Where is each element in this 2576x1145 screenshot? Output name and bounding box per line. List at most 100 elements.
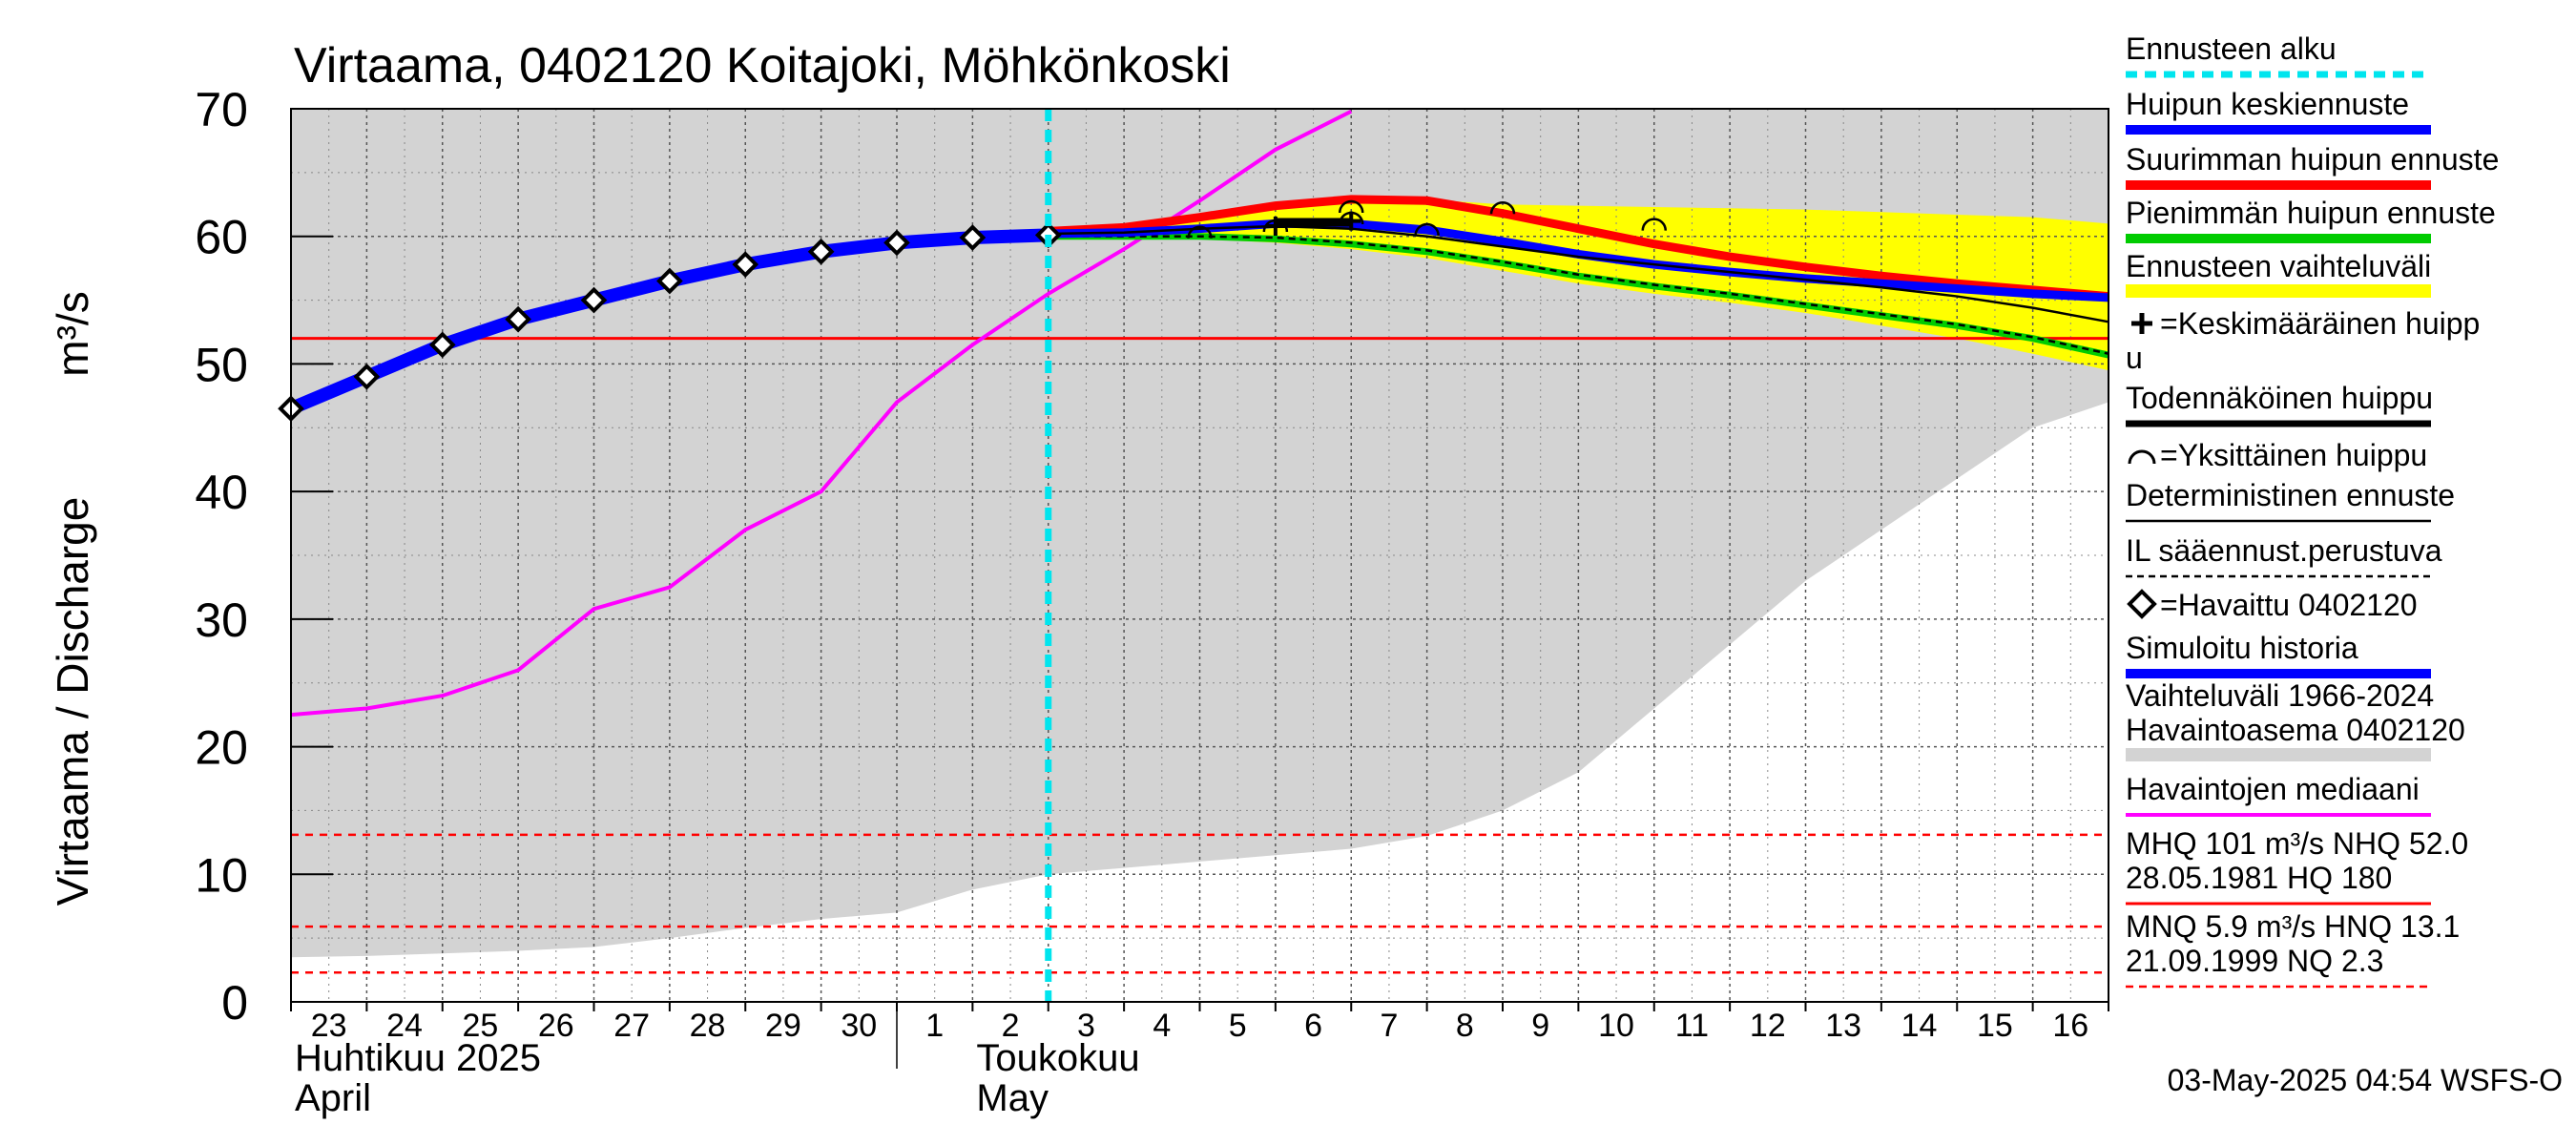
legend-label: =Yksittäinen huippu (2160, 438, 2427, 472)
x-tick-label: 24 (386, 1008, 423, 1044)
mean-peak-marker (1265, 217, 1285, 237)
observed-point (807, 238, 835, 265)
legend-swatch (2126, 748, 2431, 761)
single-peak-marker (1414, 222, 1440, 237)
legend-item-min_peak: Pienimmän huipun ennuste (2126, 196, 2496, 243)
x-tick-label: 6 (1304, 1008, 1322, 1044)
legend-label: Suurimman huipun ennuste (2126, 142, 2499, 177)
timestamp-footer: 03-May-2025 04:54 WSFS-O (2168, 1063, 2563, 1097)
legend-swatch (2126, 284, 2431, 298)
x-tick-label: 1 (925, 1008, 944, 1044)
legend-swatch (2128, 449, 2156, 465)
legend: Ennusteen alku Huipun keskiennuste Suurimm… (2126, 31, 2499, 989)
legend-label: Vaihteluväli 1966-2024 (2126, 678, 2434, 713)
legend-item-max_peak: Suurimman huipun ennuste (2126, 142, 2499, 190)
x-tick-label: 11 (1675, 1008, 1709, 1044)
legend-item-stats_high: MHQ 101 m³/s NHQ 52.028.05.1981 HQ 180 (2126, 826, 2468, 906)
y-tick-label: 30 (195, 593, 248, 647)
legend-item-stats_low: MNQ 5.9 m³/s HNQ 13.121.09.1999 NQ 2.3 (2126, 909, 2460, 989)
single-peak-marker (1187, 225, 1213, 239)
single-peak-marker (1489, 201, 1516, 215)
x-tick-label: 12 (1750, 1008, 1786, 1044)
month-label-english: April (295, 1077, 371, 1119)
legend-label: =Havaittu 0402120 (2160, 588, 2418, 622)
x-tick-label: 2 (1002, 1008, 1020, 1044)
legend-label-line2: 21.09.1999 NQ 2.3 (2126, 944, 2383, 978)
legend-label: Todennäköinen huippu (2126, 381, 2433, 415)
legend-item-probable_peak: Todennäköinen huippu (2126, 381, 2433, 427)
observed-point (959, 224, 987, 251)
observed-point (505, 305, 531, 333)
plot-area (278, 108, 2109, 1003)
legend-item-median: Havaintojen mediaani (2126, 772, 2431, 817)
legend-label: =Keskimääräinen huipp (2160, 306, 2480, 341)
legend-label-line2: u (2126, 341, 2143, 375)
observed-point (353, 363, 381, 390)
x-tick-label: 13 (1825, 1008, 1861, 1044)
series-max-peak-line (1048, 195, 2109, 302)
x-tick-label: 30 (841, 1008, 877, 1044)
x-tick-label: 4 (1153, 1008, 1171, 1044)
y-tick-label: 60 (195, 211, 248, 264)
legend-label: MNQ 5.9 m³/s HNQ 13.1 (2126, 909, 2460, 944)
observed-point (656, 267, 683, 295)
y-tick-label: 70 (195, 83, 248, 136)
series-deterministic-line (1048, 224, 2109, 323)
legend-item-history_band: Vaihteluväli 1966-2024 Havaintoasema 040… (2126, 678, 2465, 761)
y-tick-label: 40 (195, 466, 248, 519)
legend-item-observed: =Havaittu 0402120 (2127, 588, 2418, 622)
y-axis-label: Virtaama / Discharge (48, 497, 97, 906)
legend-label: Ennusteen alku (2126, 31, 2337, 66)
x-tick-label: 25 (463, 1008, 499, 1044)
y-tick-label: 20 (195, 721, 248, 775)
x-tick-label: 9 (1531, 1008, 1549, 1044)
legend-item-deterministic: Deterministinen ennuste (2126, 478, 2455, 523)
x-tick-label: 23 (311, 1008, 347, 1044)
x-tick-label: 26 (538, 1008, 574, 1044)
legend-label: Pienimmän huipun ennuste (2126, 196, 2496, 230)
legend-item-mean_peak_marker: =Keskimääräinen huipp u (2126, 306, 2480, 375)
legend-label-line2: 28.05.1981 HQ 180 (2126, 861, 2392, 895)
observed-point (732, 251, 759, 278)
legend-swatch (2131, 313, 2152, 334)
single-peak-marker (1641, 218, 1667, 231)
observed-point (428, 331, 456, 359)
y-tick-label: 50 (195, 338, 248, 391)
observed-point (580, 286, 608, 314)
x-tick-label: 3 (1077, 1008, 1095, 1044)
y-tick-label: 10 (195, 848, 248, 902)
legend-swatch (2127, 589, 2157, 619)
x-tick-label: 28 (690, 1008, 726, 1044)
legend-item-il_based: IL sääennust.perustuva (2126, 533, 2442, 578)
legend-label-line2: Havaintoasema 0402120 (2126, 713, 2465, 747)
legend-item-forecast_band: Ennusteen vaihteluväli (2126, 249, 2431, 298)
x-tick-label: 7 (1380, 1008, 1398, 1044)
chart-title: Virtaama, 0402120 Koitajoki, Möhkönkoski (294, 38, 1231, 94)
x-tick-label: 10 (1598, 1008, 1634, 1044)
legend-label: Simuloitu historia (2126, 631, 2358, 665)
legend-item-mean_peak: Huipun keskiennuste (2126, 87, 2431, 135)
series-il-based-line (1048, 235, 2109, 355)
legend-label: MHQ 101 m³/s NHQ 52.0 (2126, 826, 2468, 861)
y-tick-label: 0 (221, 976, 248, 1030)
month-label: Huhtikuu 2025 (295, 1037, 541, 1079)
observed-point (883, 229, 910, 257)
x-tick-label: 27 (613, 1008, 650, 1044)
legend-item-single_peak: =Yksittäinen huippu (2128, 438, 2427, 472)
x-tick-label: 16 (2052, 1008, 2088, 1044)
month-label: Toukokuu (976, 1037, 1139, 1079)
legend-label: Ennusteen vaihteluväli (2126, 249, 2431, 283)
x-tick-label: 8 (1456, 1008, 1474, 1044)
x-tick-label: 29 (765, 1008, 801, 1044)
legend-item-forecast_start: Ennusteen alku (2126, 31, 2431, 78)
legend-label: Havaintojen mediaani (2126, 772, 2420, 806)
legend-label: Deterministinen ennuste (2126, 478, 2455, 512)
x-tick-label: 5 (1229, 1008, 1247, 1044)
legend-label: IL sääennust.perustuva (2126, 533, 2442, 568)
legend-item-simulated: Simuloitu historia (2126, 631, 2431, 678)
y-axis-unit: m³/s (48, 291, 97, 376)
legend-label: Huipun keskiennuste (2126, 87, 2409, 121)
single-peak-marker (1339, 199, 1364, 214)
